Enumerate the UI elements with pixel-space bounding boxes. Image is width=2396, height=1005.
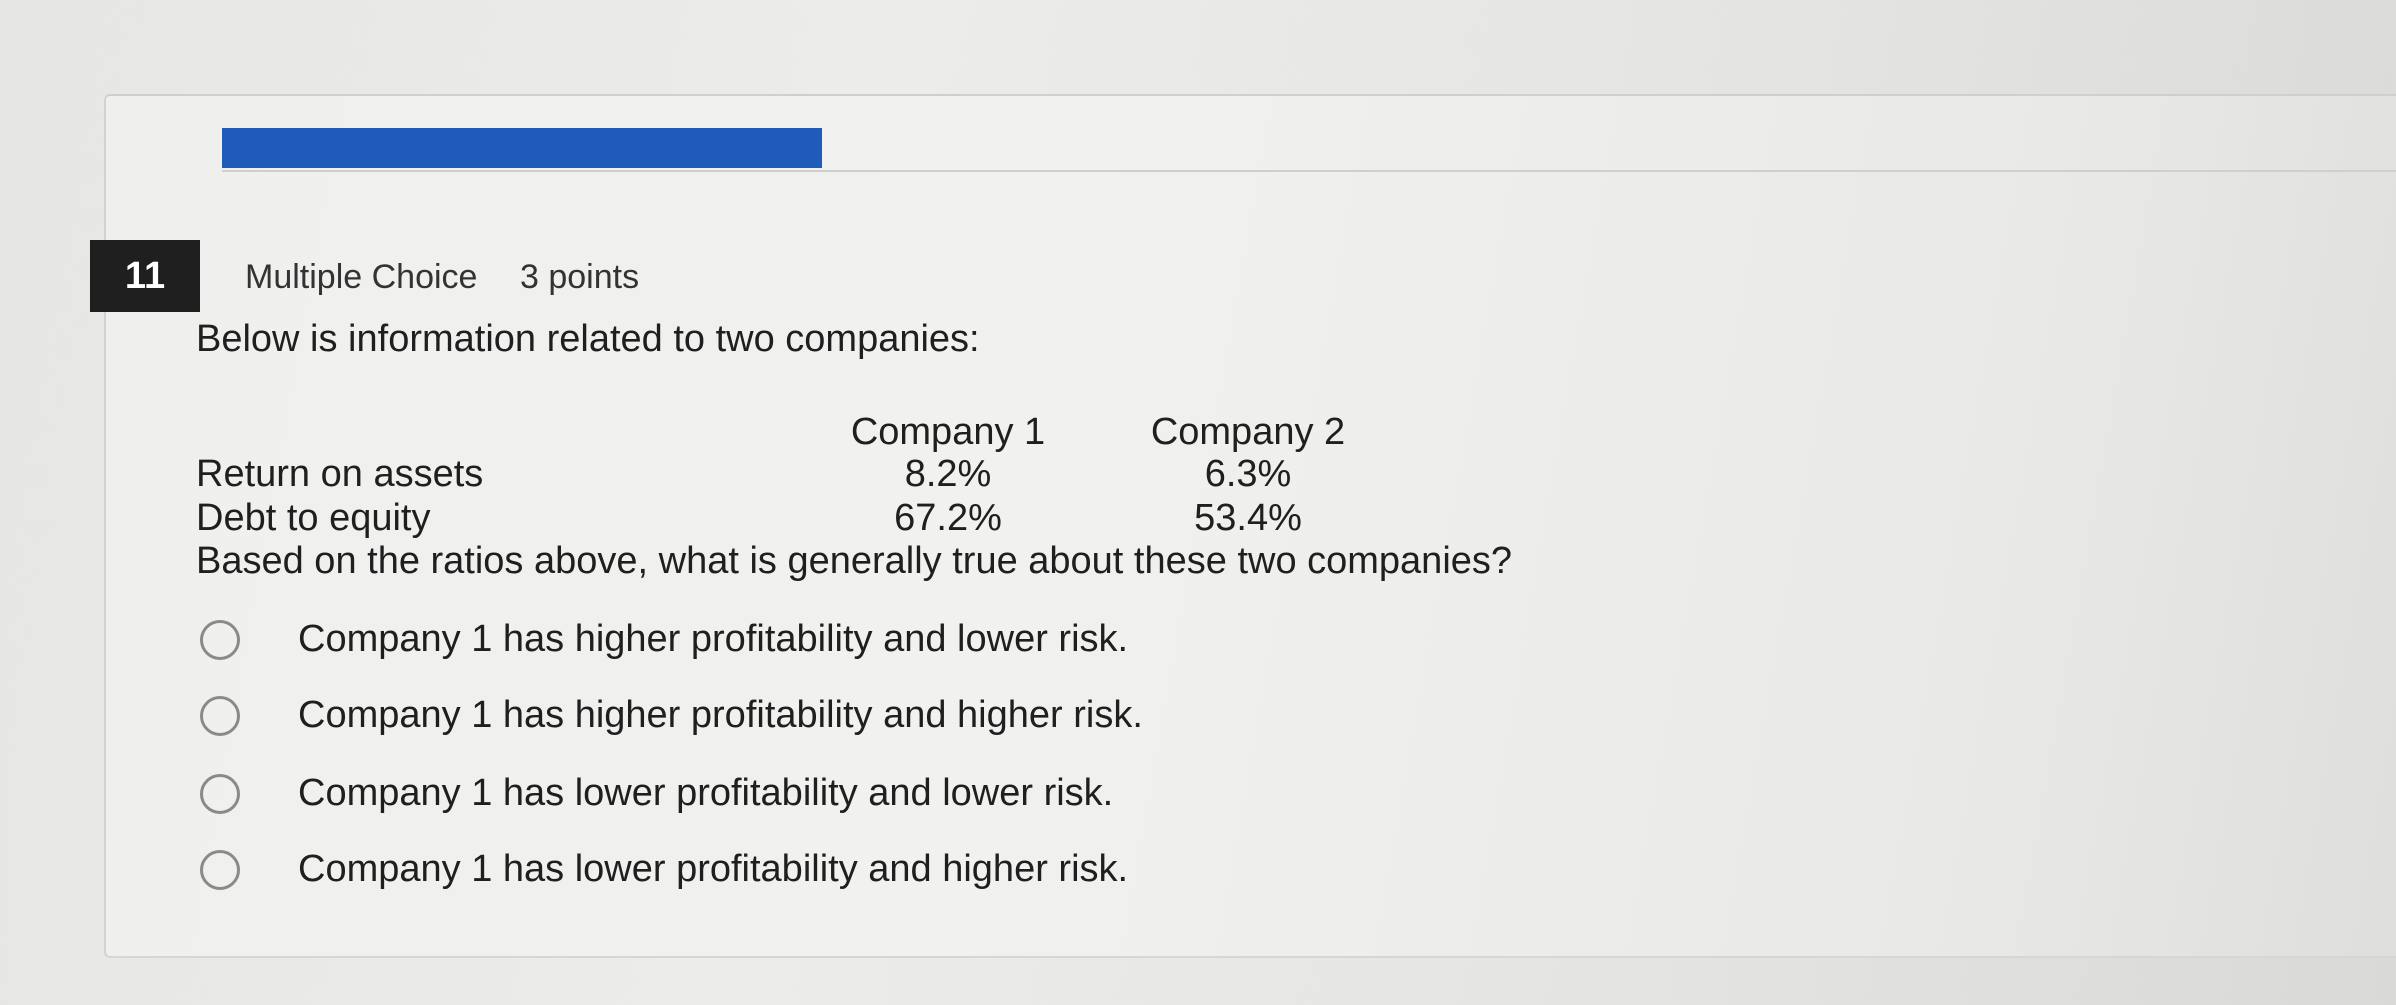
question-type-label: Multiple Choice	[245, 258, 478, 296]
question-card	[104, 94, 2396, 958]
radio-button-icon[interactable]	[200, 850, 240, 890]
answer-option-label: Company 1 has lower profitability and hi…	[298, 848, 1129, 890]
question-prompt-text: Based on the ratios above, what is gener…	[196, 540, 1513, 582]
question-intro-text: Below is information related to two comp…	[196, 318, 980, 360]
question-points-label: 3 points	[520, 258, 640, 296]
answer-option-1[interactable]: Company 1 has higher profitability and l…	[0, 610, 1200, 670]
radio-button-icon[interactable]	[200, 696, 240, 736]
answer-option-4[interactable]: Company 1 has lower profitability and hi…	[0, 840, 1200, 900]
radio-button-icon[interactable]	[200, 620, 240, 660]
table-row-label-debt-to-equity: Debt to equity	[196, 497, 431, 539]
radio-button-icon[interactable]	[200, 774, 240, 814]
table-cell-dte-company-1: 67.2%	[894, 497, 1002, 539]
table-cell-roa-company-1: 8.2%	[904, 453, 992, 495]
answer-option-3[interactable]: Company 1 has lower profitability and lo…	[0, 764, 1200, 824]
progress-bar-fill	[222, 128, 822, 168]
question-number-badge: 11	[90, 240, 200, 312]
table-header-company-1: Company 1	[850, 411, 1046, 453]
table-cell-dte-company-2: 53.4%	[1194, 497, 1302, 539]
table-header-company-2: Company 2	[1150, 411, 1346, 453]
answer-option-label: Company 1 has lower profitability and lo…	[298, 772, 1114, 814]
progress-bar	[222, 128, 2396, 172]
table-cell-roa-company-2: 6.3%	[1204, 453, 1292, 495]
answer-option-2[interactable]: Company 1 has higher profitability and h…	[0, 686, 1200, 746]
table-row-label-return-on-assets: Return on assets	[196, 453, 484, 495]
answer-option-label: Company 1 has higher profitability and h…	[298, 694, 1143, 736]
answer-option-label: Company 1 has higher profitability and l…	[298, 618, 1129, 660]
